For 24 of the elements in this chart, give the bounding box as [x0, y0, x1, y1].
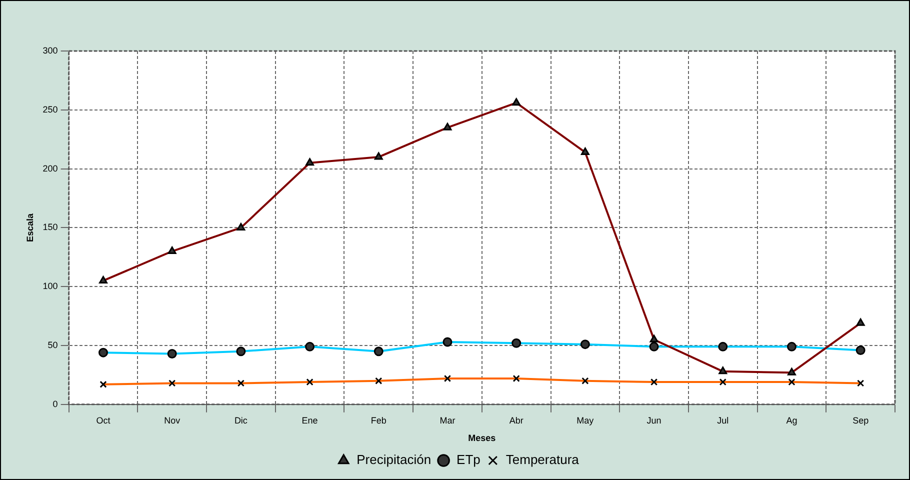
x-tick-label: Nov	[164, 415, 181, 426]
x-tick-label: Jun	[646, 415, 662, 426]
y-tick-label: 200	[42, 163, 58, 174]
y-tick-label: 250	[42, 104, 58, 114]
y-tick-label: 300	[42, 45, 58, 56]
y-tick-label: 50	[48, 340, 58, 350]
x-axis-title: Meses	[468, 433, 496, 444]
x-tick-label: Ag	[786, 415, 798, 426]
x-tick-label: May	[576, 415, 594, 426]
x-tick-label: Feb	[370, 415, 386, 426]
x-tick-label: Abr	[509, 415, 524, 426]
y-tick-label: 100	[42, 281, 58, 292]
x-tick-label: Ene	[302, 415, 318, 426]
legend-label: Temperatura	[506, 452, 580, 468]
legend-label: Precipitación	[356, 452, 432, 468]
x-tick-label: Sep	[852, 415, 869, 426]
y-tick-label: 0	[52, 398, 58, 409]
x-tick-label: Mar	[440, 415, 456, 426]
y-axis-title: Escala	[24, 212, 35, 242]
x-tick-label: Oct	[96, 415, 111, 426]
x-tick-label: Jul	[717, 415, 729, 426]
x-tick-label: Dic	[234, 415, 248, 426]
legend-label: ETp	[456, 452, 480, 468]
y-tick-label: 150	[42, 222, 58, 232]
